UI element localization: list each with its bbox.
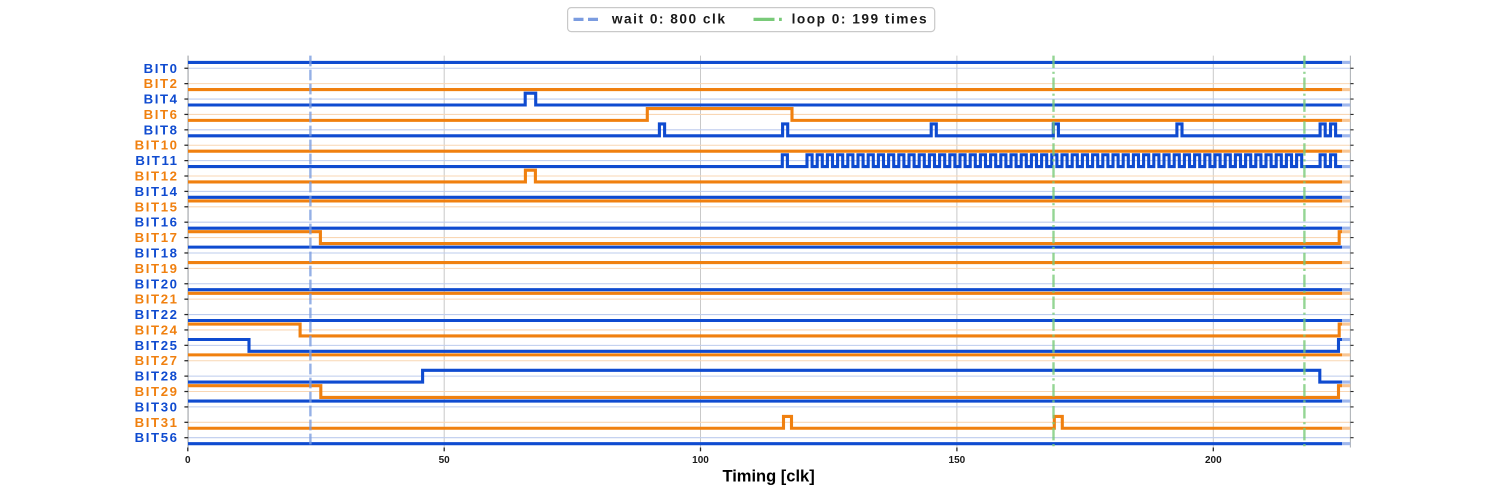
svg-text:BIT15: BIT15 <box>135 199 179 214</box>
svg-text:100: 100 <box>692 455 709 466</box>
svg-text:BIT29: BIT29 <box>135 384 179 399</box>
svg-text:BIT25: BIT25 <box>135 338 179 353</box>
svg-text:BIT0: BIT0 <box>144 61 179 76</box>
svg-text:BIT14: BIT14 <box>135 184 179 199</box>
svg-text:Timing [clk]: Timing [clk] <box>722 468 814 486</box>
svg-text:BIT21: BIT21 <box>135 292 179 307</box>
svg-text:BIT11: BIT11 <box>135 153 178 168</box>
svg-text:BIT22: BIT22 <box>135 307 179 322</box>
svg-text:BIT4: BIT4 <box>144 92 179 107</box>
svg-text:BIT16: BIT16 <box>135 215 179 230</box>
svg-text:BIT20: BIT20 <box>135 276 179 291</box>
svg-text:BIT10: BIT10 <box>135 138 179 153</box>
svg-text:loop 0: 199 times: loop 0: 199 times <box>792 12 929 27</box>
svg-text:150: 150 <box>949 455 966 466</box>
svg-text:BIT6: BIT6 <box>144 107 179 122</box>
svg-text:BIT12: BIT12 <box>135 169 179 184</box>
svg-text:BIT18: BIT18 <box>135 245 179 260</box>
svg-text:BIT56: BIT56 <box>135 430 179 445</box>
svg-text:wait 0: 800 clk: wait 0: 800 clk <box>611 12 727 27</box>
svg-text:200: 200 <box>1205 455 1222 466</box>
svg-text:50: 50 <box>439 455 451 466</box>
svg-text:BIT24: BIT24 <box>135 322 179 337</box>
svg-text:BIT2: BIT2 <box>144 76 179 91</box>
svg-text:0: 0 <box>185 455 191 466</box>
svg-text:BIT28: BIT28 <box>135 369 179 384</box>
svg-text:BIT8: BIT8 <box>144 122 179 137</box>
svg-text:BIT17: BIT17 <box>135 230 179 245</box>
svg-text:BIT31: BIT31 <box>135 415 179 430</box>
svg-text:BIT19: BIT19 <box>135 261 179 276</box>
svg-text:BIT30: BIT30 <box>135 399 179 414</box>
svg-text:BIT27: BIT27 <box>135 353 179 368</box>
